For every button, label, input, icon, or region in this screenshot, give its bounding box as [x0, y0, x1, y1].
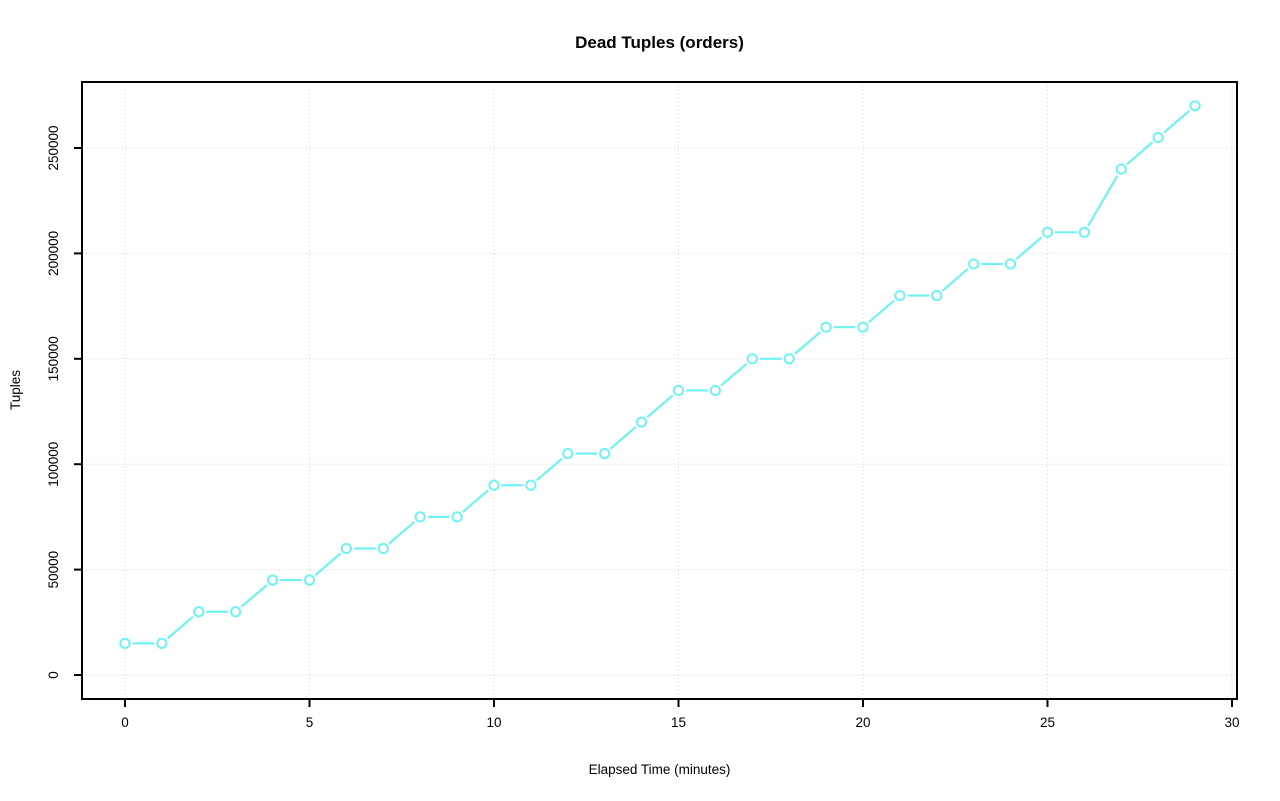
data-point-marker [636, 416, 648, 428]
data-point-marker [931, 289, 943, 302]
series-line-segment [241, 584, 268, 608]
x-tick-label: 0 [121, 715, 129, 730]
series-line-segment [720, 363, 747, 386]
data-point-marker [1041, 226, 1054, 238]
series-line-segment [1087, 175, 1119, 227]
y-tick-label: 250000 [46, 125, 61, 170]
data-point-marker [857, 321, 869, 333]
axes: 0 5 10 15 20 25 30 0 50000 100000 150000 200000 2500… [46, 125, 1240, 730]
series-line-segment [942, 268, 969, 292]
x-tick-label: 25 [1040, 715, 1055, 730]
plot-box [81, 81, 1238, 700]
data-point-marker [562, 448, 574, 460]
data-point-marker [377, 542, 389, 555]
data-point-marker [672, 384, 685, 397]
y-tick-label: 100000 [46, 442, 61, 487]
data-point-marker [1189, 100, 1201, 112]
series-line-segment [462, 489, 489, 513]
data-point-marker [119, 637, 131, 649]
series-line-segment [1163, 110, 1190, 134]
data-point-marker [266, 574, 279, 586]
data-point-marker [709, 384, 722, 397]
data-point-marker [451, 511, 463, 523]
series-line-segment [536, 458, 563, 481]
x-tick-label: 10 [486, 715, 501, 730]
data-point-marker [230, 606, 242, 618]
x-tick-label: 15 [671, 715, 686, 730]
series-line-segment [868, 299, 895, 323]
data-series [119, 100, 1201, 649]
data-point-marker [193, 606, 205, 618]
data-point-marker [1005, 258, 1017, 270]
series-line-segment [167, 616, 194, 639]
data-point-marker [894, 289, 906, 302]
data-point-marker [820, 321, 832, 333]
x-tick-label: 5 [306, 715, 314, 730]
data-point-marker [599, 448, 611, 460]
series-line-segment [646, 394, 674, 418]
series-line-segment [388, 521, 415, 545]
y-tick-label: 150000 [46, 336, 61, 381]
series-line-segment [794, 331, 821, 355]
series-line-segment [610, 426, 637, 450]
data-point-marker [303, 574, 316, 586]
series-line-segment [1015, 236, 1043, 260]
data-point-marker [414, 511, 426, 523]
series-line-segment [314, 552, 342, 576]
chart-title: Dead Tuples (orders) [575, 33, 744, 52]
y-tick-label: 0 [46, 671, 61, 679]
data-point-marker [488, 479, 500, 491]
data-point-marker [746, 353, 758, 365]
data-point-marker [968, 258, 980, 270]
x-tick-label: 20 [855, 715, 870, 730]
data-point-marker [156, 637, 168, 649]
data-point-marker [525, 479, 537, 491]
series-line-segment [1126, 141, 1153, 165]
x-axis-label: Elapsed Time (minutes) [588, 762, 731, 777]
data-point-marker [783, 353, 795, 365]
data-point-marker [1152, 131, 1164, 144]
x-tick-label: 30 [1225, 715, 1240, 730]
data-point-marker [340, 542, 352, 555]
y-tick-label: 200000 [46, 231, 61, 276]
data-point-marker [1078, 226, 1091, 238]
grid [82, 82, 1237, 699]
y-tick-label: 50000 [46, 551, 61, 589]
data-point-marker [1115, 163, 1127, 175]
